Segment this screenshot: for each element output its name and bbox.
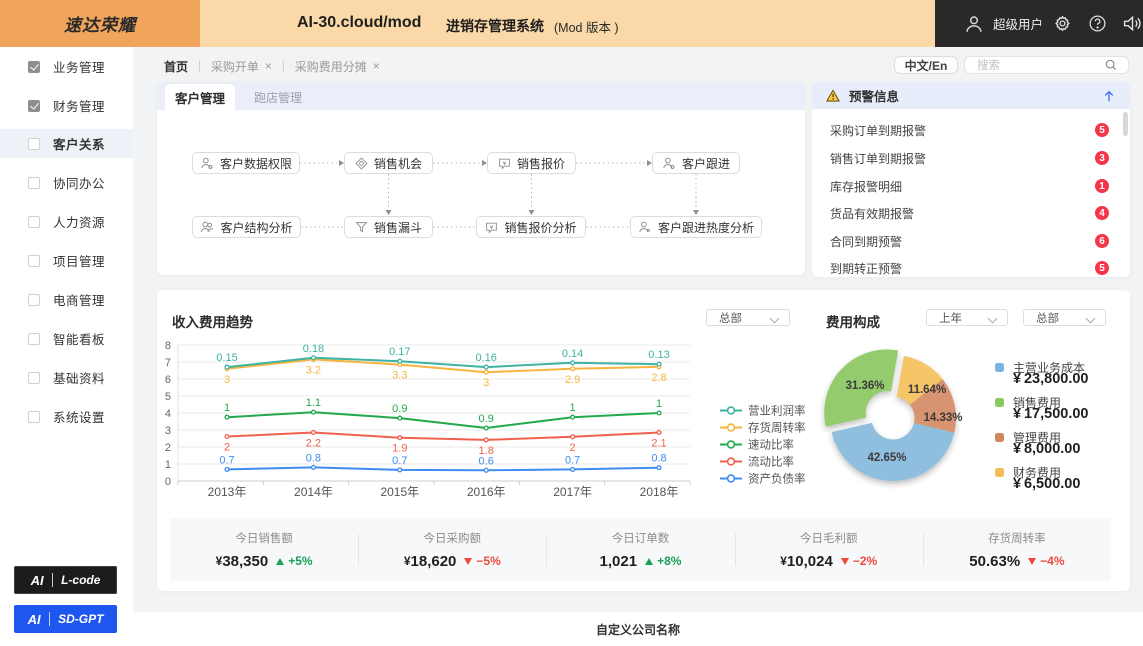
svg-text:7: 7: [165, 357, 171, 369]
svg-text:0.13: 0.13: [648, 349, 669, 361]
svg-text:2015年: 2015年: [380, 485, 419, 499]
svg-text:0.8: 0.8: [651, 453, 666, 465]
svg-text:3.3: 3.3: [392, 370, 407, 382]
svg-text:1: 1: [165, 459, 171, 471]
svg-text:2.1: 2.1: [651, 438, 666, 450]
svg-text:0.6: 0.6: [479, 455, 494, 467]
svg-text:2013年: 2013年: [208, 485, 247, 499]
svg-text:1: 1: [224, 402, 230, 414]
svg-text:1: 1: [570, 402, 576, 414]
svg-text:0.9: 0.9: [392, 403, 407, 415]
svg-text:2017年: 2017年: [553, 485, 592, 499]
svg-text:14.33%: 14.33%: [923, 412, 962, 424]
svg-text:2: 2: [224, 442, 230, 454]
svg-text:流动比率: 流动比率: [748, 455, 794, 469]
svg-text:营业利润率: 营业利润率: [748, 404, 806, 418]
svg-text:42.65%: 42.65%: [867, 452, 906, 464]
svg-text:1.8: 1.8: [479, 445, 494, 457]
svg-text:资产负债率: 资产负债率: [748, 472, 806, 486]
svg-text:1.9: 1.9: [392, 443, 407, 455]
svg-text:5: 5: [165, 391, 171, 403]
svg-text:2: 2: [165, 442, 171, 454]
svg-text:速动比率: 速动比率: [748, 438, 794, 452]
svg-text:1: 1: [656, 398, 662, 410]
svg-text:1.1: 1.1: [306, 397, 321, 409]
svg-text:0: 0: [165, 476, 171, 488]
svg-text:4: 4: [165, 408, 171, 420]
svg-text:0.17: 0.17: [389, 346, 410, 358]
svg-text:2: 2: [570, 442, 576, 454]
svg-text:0.14: 0.14: [562, 348, 583, 360]
svg-text:11.64%: 11.64%: [908, 384, 946, 396]
svg-text:6: 6: [165, 374, 171, 386]
svg-text:0.18: 0.18: [303, 343, 324, 355]
svg-text:0.7: 0.7: [219, 454, 234, 466]
svg-text:3: 3: [483, 377, 489, 389]
svg-text:2.9: 2.9: [565, 374, 580, 386]
svg-text:8: 8: [165, 340, 171, 352]
svg-text:0.7: 0.7: [392, 455, 407, 467]
svg-text:2018年: 2018年: [640, 485, 679, 499]
svg-text:2.2: 2.2: [306, 438, 321, 450]
svg-text:3: 3: [165, 425, 171, 437]
svg-text:0.15: 0.15: [216, 352, 237, 364]
svg-text:2016年: 2016年: [467, 485, 506, 499]
svg-text:3.2: 3.2: [306, 364, 321, 376]
svg-text:2.8: 2.8: [651, 372, 666, 384]
svg-text:存货周转率: 存货周转率: [748, 421, 806, 435]
svg-text:2014年: 2014年: [294, 485, 333, 499]
svg-text:3: 3: [224, 374, 230, 386]
svg-text:0.16: 0.16: [475, 352, 496, 364]
svg-text:0.7: 0.7: [565, 454, 580, 466]
svg-text:0.8: 0.8: [306, 452, 321, 464]
svg-text:0.9: 0.9: [479, 413, 494, 425]
svg-text:31.36%: 31.36%: [845, 380, 884, 392]
